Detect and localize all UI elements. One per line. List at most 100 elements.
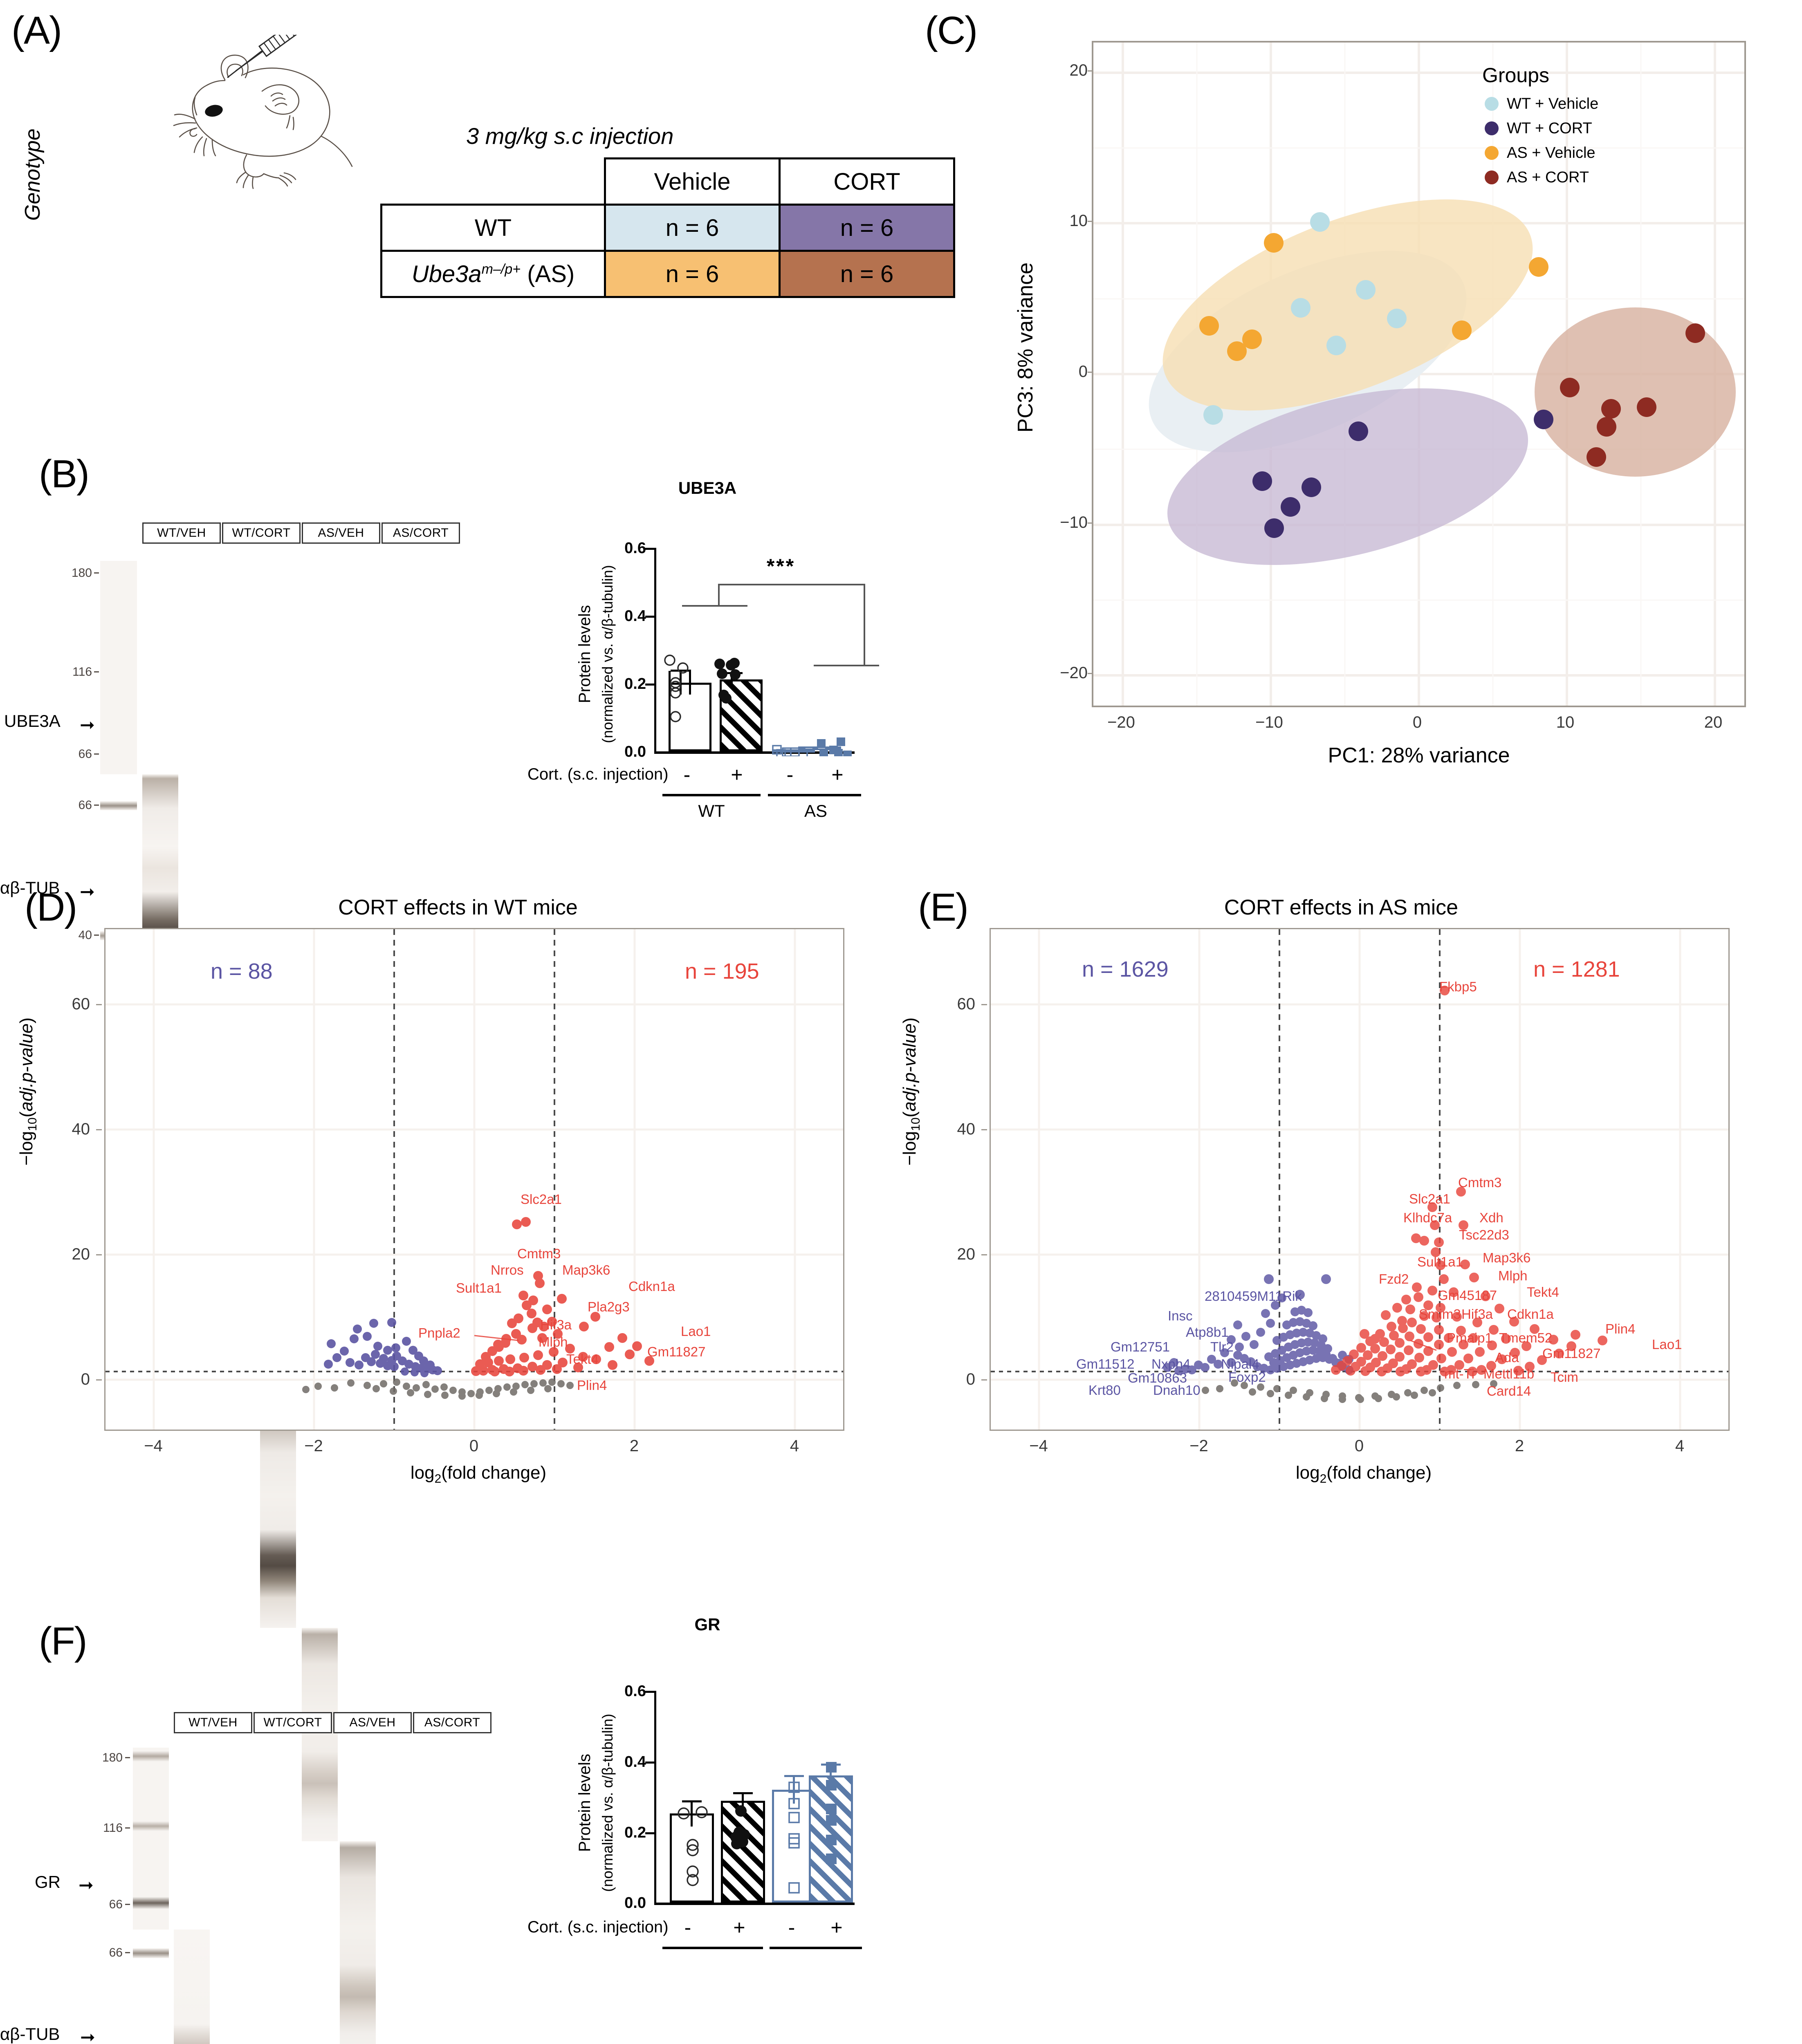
volcano-as-x-axis-label: log2(fold change) [1295,1463,1432,1486]
panelB-lane-5-top [340,1841,376,2044]
volcano-as-gene-Mlph: Mlph [1498,1268,1528,1283]
panelA-row-label-wt: WT [380,204,606,252]
panelB-lane-3-top [260,1414,296,1628]
volcano-wt-ytick-40: 40 [72,1120,90,1138]
volcano-as-gene-Gm11512: Gm11512 [1076,1356,1135,1372]
volcano-as-gene-mt-Ti: mt-Ti [1444,1366,1474,1381]
panelA-cell-as-vehicle: n = 6 [604,250,781,298]
volcano-as-down-points [1163,1274,1353,1375]
panelA-gene-name: Ube3a [411,260,482,287]
panelF-lane-tag-0: WT/VEH [174,1712,252,1733]
volcano-as-gene-Tsc22d3: Tsc22d3 [1459,1227,1509,1242]
ube3a-ytick-mark-1 [645,684,655,686]
volcano-wt-gene-Cdkn1a: Cdkn1a [628,1279,675,1294]
volcano-as-ytick-20: 20 [957,1245,976,1263]
panelA-cell-wt-cort: n = 6 [779,204,955,252]
panel-c-letter: (C) [925,9,978,52]
volcano-as-ns-points [1202,1379,1497,1403]
ube3a-ytick-mark-2 [645,616,655,618]
volcano-as-gene-Smim3: Smim3 [1419,1307,1461,1322]
volcano-as-xtick-neg4: −4 [1029,1437,1048,1455]
volcano-wt-ytick-60: 60 [72,995,90,1013]
volcano-wt-gene-Cmtm3: Cmtm3 [517,1246,561,1261]
panelA-cell-as-cort: n = 6 [779,250,955,298]
pca-legend-swatch-1 [1485,121,1499,135]
ube3a-bar-wt-cort [720,679,763,751]
volcano-wt-xtick-4: 4 [790,1437,799,1455]
panelB-mw-tick-66-top [94,753,99,755]
volcano-wt-ytick-20: 20 [72,1245,90,1263]
pca-y-axis-label: PC3: 8% variance [1014,262,1037,433]
ube3a-ytick-0.0: 0.0 [624,743,646,760]
panelA-cell-wt-vehicle: n = 6 [604,204,781,252]
ube3a-group-wt: WT [698,801,725,820]
panelB-lane-tag-2: AS/VEH [302,522,380,544]
panel-d-letter: (D) [25,885,77,929]
gr-sign-2: - [788,1916,795,1939]
pca-ytick-0: 0 [1078,363,1088,381]
ube3a-ytick-0.6: 0.6 [624,540,646,557]
pca-legend-title: Groups [1482,64,1549,87]
volcano-as-ytick-0: 0 [966,1370,975,1388]
pca-ytick-neg10: −10 [1060,513,1088,531]
panelA-design-table: Vehicle CORT WT n = 6 n = 6 Ube3am–/p+ (… [380,157,955,298]
volcano-as-gene-2810459M11Rik: 2810459M11Rik [1205,1289,1302,1304]
panelA-injection-note: 3 mg/kg s.c injection [466,123,674,149]
volcano-wt-gene-Lao1: Lao1 [681,1324,711,1339]
volcano-wt-x-axis-label: log2(fold change) [410,1463,547,1486]
volcano-wt-plot: n = 88 n = 195 Slc2a1 Cmtm3 Nrros Map3k6… [72,928,906,1486]
pca-legend-swatch-0 [1485,97,1499,111]
panelB-mw-66-bottom: 66 [78,798,92,812]
gr-ytick-0.4: 0.4 [624,1753,646,1771]
volcano-as-gene-Tekt4: Tekt4 [1527,1284,1559,1300]
volcano-as-gene-Fzd2: Fzd2 [1379,1271,1409,1286]
panelB-ladder-band-66 [100,801,137,810]
ube3a-bar-chart: UBE3A Protein levels (normalized vs. α/β… [527,474,879,842]
volcano-as-n-down: n = 1629 [1082,957,1169,982]
ube3a-scatter-points [664,654,852,756]
ube3a-sign-3: + [831,763,844,786]
panelA-gene-tail: (AS) [521,260,575,287]
ube3a-chart-title: UBE3A [678,478,737,498]
panelB-mw-tick-116 [94,671,99,672]
panelB-mw-180: 180 [71,566,92,580]
pca-x-axis-label: PC1: 28% variance [1328,744,1510,767]
pca-ytick-20: 20 [1069,61,1088,79]
pca-legend-label-0: WT + Vehicle [1507,95,1599,112]
gr-chart-title: GR [694,1615,720,1634]
volcano-as-gene-Tcim: Tcim [1551,1369,1578,1385]
pca-legend-label-2: AS + Vehicle [1507,144,1596,161]
panelF-lane-tag-3: AS/CORT [413,1712,491,1733]
volcano-as-gene-Cdkn1a: Cdkn1a [1507,1307,1554,1322]
volcano-as-gene-Slc2a1: Slc2a1 [1409,1191,1450,1206]
volcano-wt-gene-Hif3a: Hif3a [540,1317,572,1332]
panelF-mw-66-bottom: 66 [109,1946,123,1959]
volcano-as-ytick-60: 60 [957,995,976,1013]
panelF-mw-66-top: 66 [109,1898,123,1911]
pca-legend-label-1: WT + CORT [1507,120,1592,137]
volcano-wt-gene-Gm11827: Gm11827 [647,1344,706,1359]
panelA-row-label-as: Ube3am–/p+ (AS) [380,250,606,298]
volcano-as-gene-Hif3a: Hif3a [1461,1307,1493,1322]
panelB-lane-tag-0: WT/VEH [142,522,221,544]
volcano-as-gene-Card14: Card14 [1487,1383,1531,1399]
panelF-protein-label-gr: GR [35,1872,61,1892]
volcano-as-gene-Klhdc7a: Klhdc7a [1403,1210,1452,1225]
volcano-as-gene-Gm12751: Gm12751 [1111,1339,1170,1354]
pca-xtick-neg20: −20 [1107,713,1135,731]
volcano-wt-gene-Map3k6: Map3k6 [562,1262,610,1278]
volcano-as-gene-Gm11827: Gm11827 [1542,1346,1601,1361]
volcano-as-up-points [1331,986,1607,1376]
panelA-genotype-axis-label: Genotype [21,128,45,221]
volcano-as-gene-Sult1a1: Sult1a1 [1417,1254,1463,1269]
panelB-mw-40: 40 [78,928,92,942]
ube3a-y-axis-label-2: (normalized vs. α/β-tubulin) [599,565,616,743]
volcano-wt-n-up: n = 195 [685,959,759,984]
volcano-wt-down-points [324,1318,442,1377]
panelB-mw-116: 116 [72,665,92,679]
volcano-as-gene-Cmtm3: Cmtm3 [1458,1175,1502,1190]
volcano-wt-up-points [471,1217,654,1376]
ube3a-group-as: AS [804,801,828,820]
gr-y-axis-label-1: Protein levels [576,1753,594,1852]
gr-sign-1: + [733,1916,745,1939]
